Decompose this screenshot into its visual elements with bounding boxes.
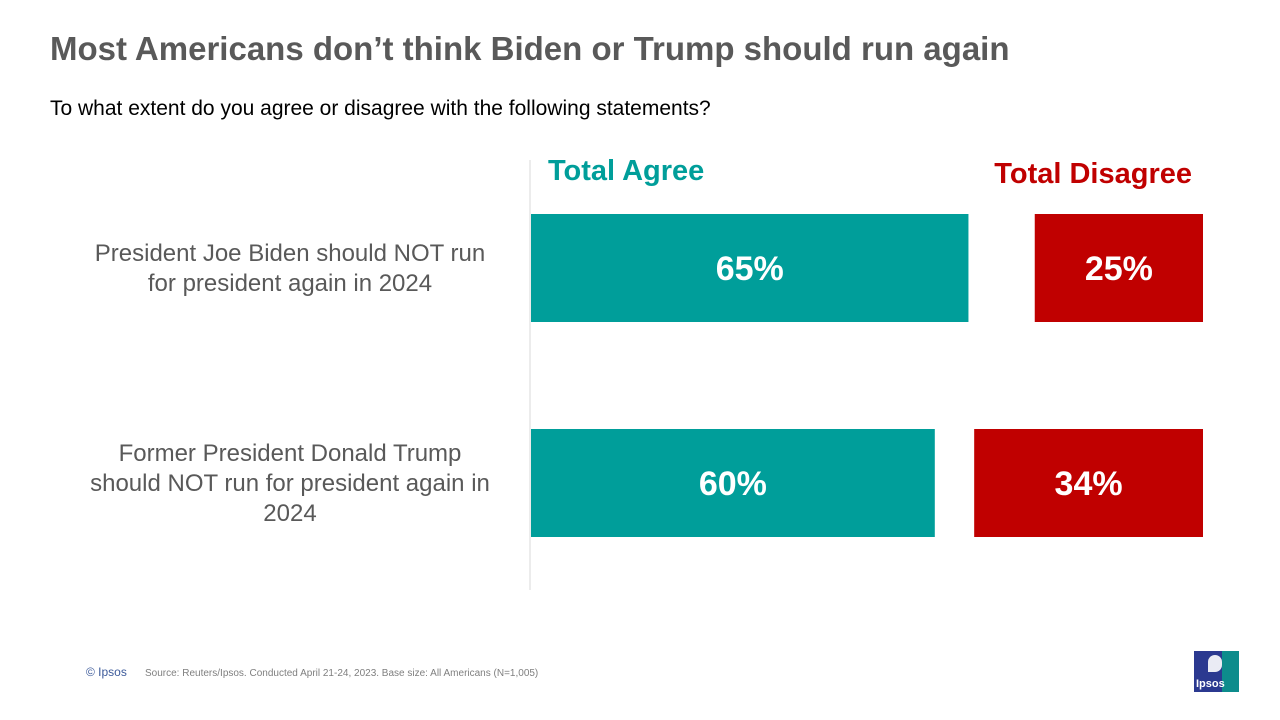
data-label-disagree-2: 34%: [1055, 465, 1123, 503]
copyright-notice: © Ipsos: [86, 665, 127, 679]
ipsos-logo: Ipsos: [1194, 651, 1239, 692]
logo-text: Ipsos: [1196, 678, 1225, 690]
source-note: Source: Reuters/Ipsos. Conducted April 2…: [145, 668, 539, 679]
bar-agree-1: [531, 214, 969, 322]
bar-agree-2: [531, 429, 935, 537]
category-label-line: should NOT run for president again in: [90, 470, 490, 497]
legend-total-agree: Total Agree: [548, 155, 704, 187]
page-title: Most Americans don’t think Biden or Trum…: [50, 30, 1010, 67]
data-label-agree-2: 60%: [699, 465, 767, 503]
category-label-1: President Joe Biden should NOT run for pr…: [95, 240, 485, 297]
category-label-line: for president again in 2024: [148, 270, 432, 297]
data-label-agree-1: 65%: [716, 250, 784, 288]
page-subtitle: To what extent do you agree or disagree …: [50, 97, 711, 120]
data-label-disagree-1: 25%: [1085, 250, 1153, 288]
category-label-2: Former President Donald Trump should NOT …: [90, 440, 490, 527]
category-label-line: Former President Donald Trump: [119, 440, 462, 467]
bar-disagree-2: [974, 429, 1203, 537]
category-label-line: 2024: [263, 500, 316, 527]
bar-disagree-1: [1034, 214, 1203, 322]
category-label-line: President Joe Biden should NOT run: [95, 240, 485, 267]
logo-glyph-icon: [1208, 655, 1222, 672]
legend-total-disagree: Total Disagree: [994, 158, 1192, 190]
